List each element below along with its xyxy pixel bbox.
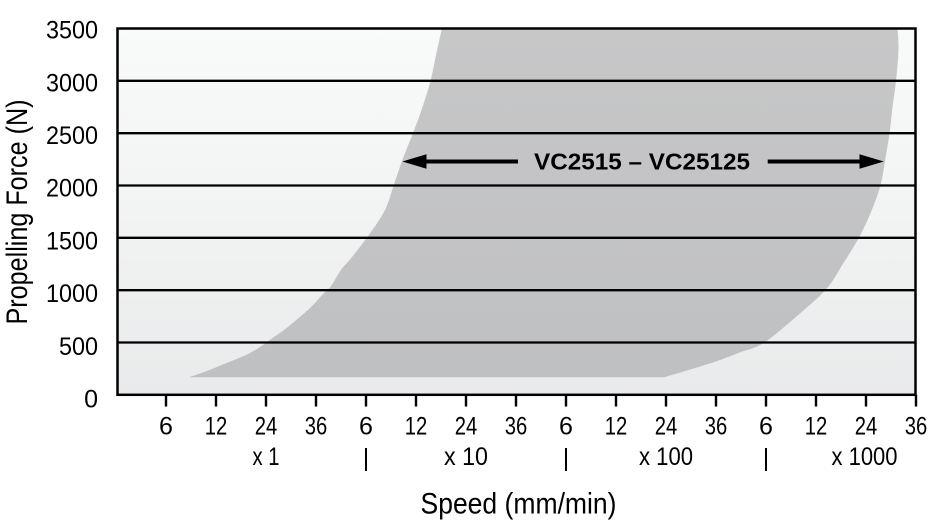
svg-text:24: 24	[455, 413, 478, 441]
svg-text:6: 6	[759, 413, 773, 441]
svg-text:36: 36	[905, 413, 928, 441]
svg-text:|: |	[363, 444, 370, 472]
svg-text:x 1000: x 1000	[832, 443, 898, 471]
svg-text:x 1: x 1	[253, 443, 280, 471]
svg-text:x 100: x 100	[639, 443, 693, 471]
svg-text:3000: 3000	[46, 69, 98, 97]
svg-text:6: 6	[359, 413, 373, 441]
svg-text:Propelling Force (N): Propelling Force (N)	[1, 99, 34, 324]
svg-text:24: 24	[255, 413, 278, 441]
svg-text:|: |	[563, 444, 570, 472]
svg-text:36: 36	[505, 413, 528, 441]
svg-text:6: 6	[159, 413, 173, 441]
svg-text:|: |	[763, 444, 770, 472]
svg-text:2500: 2500	[46, 122, 98, 150]
svg-text:x 10: x 10	[444, 443, 488, 471]
svg-text:500: 500	[59, 333, 98, 361]
svg-text:36: 36	[305, 413, 328, 441]
svg-text:36: 36	[705, 413, 728, 441]
svg-text:0: 0	[84, 385, 98, 413]
svg-text:2000: 2000	[46, 175, 98, 203]
svg-text:12: 12	[605, 413, 628, 441]
svg-text:12: 12	[405, 413, 428, 441]
svg-text:1000: 1000	[46, 280, 98, 308]
svg-text:1500: 1500	[46, 227, 98, 255]
svg-text:12: 12	[805, 413, 828, 441]
svg-text:12: 12	[205, 413, 228, 441]
svg-text:24: 24	[855, 413, 878, 441]
svg-text:6: 6	[559, 413, 573, 441]
svg-text:3500: 3500	[46, 17, 98, 45]
svg-text:Speed (mm/min): Speed (mm/min)	[421, 487, 617, 520]
svg-text:24: 24	[655, 413, 678, 441]
svg-text:VC2515 – VC25125: VC2515 – VC25125	[534, 149, 750, 175]
